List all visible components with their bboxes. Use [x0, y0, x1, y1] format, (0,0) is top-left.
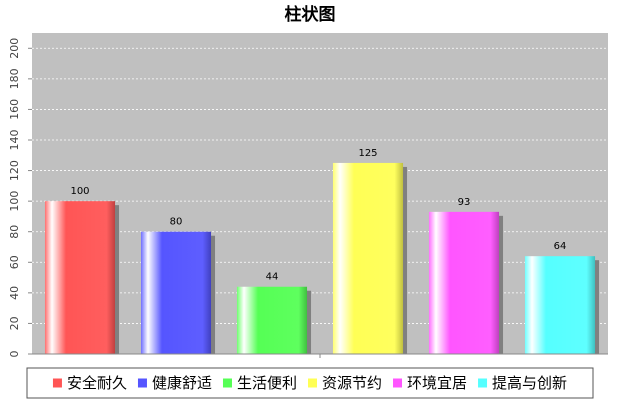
bar-5	[428, 211, 500, 354]
bars	[44, 162, 600, 354]
y-tick-label: 200	[8, 38, 21, 59]
legend-swatch	[222, 378, 232, 388]
legend-swatch	[308, 378, 317, 388]
legend-label: 环境宜居	[407, 374, 467, 392]
data-labels: 100 80 44 125 93 64	[70, 148, 566, 283]
bar-value-label: 125	[358, 148, 377, 159]
bar-value-label: 44	[266, 272, 279, 283]
y-tick-label: 0	[8, 351, 21, 358]
y-tick-label: 120	[8, 160, 21, 181]
bar-1	[44, 201, 116, 354]
plot-area	[32, 33, 608, 354]
legend-label: 提高与创新	[492, 374, 567, 392]
y-tick-label: 140	[8, 130, 21, 151]
y-tick-label: 60	[8, 255, 21, 269]
y-tick-label: 100	[8, 191, 21, 212]
legend-label: 资源节约	[322, 374, 382, 392]
legend-label: 生活便利	[237, 374, 297, 392]
y-tick-label: 20	[8, 316, 21, 330]
legend: 安全耐久 健康舒适 生活便利 资源节约 环境宜居 提高与创新	[26, 367, 594, 399]
legend-item: 安全耐久	[52, 374, 127, 392]
legend-item: 提高与创新	[478, 374, 567, 392]
y-tick-label: 180	[8, 68, 21, 89]
bar-value-label: 80	[170, 217, 183, 228]
legend-swatch	[478, 378, 488, 388]
legend-swatch	[137, 378, 147, 388]
legend-swatch	[52, 378, 62, 388]
bar-6	[524, 256, 596, 354]
bar-3	[236, 286, 308, 354]
legend-label: 安全耐久	[67, 374, 127, 392]
y-tick-label: 160	[8, 99, 21, 120]
bar-value-label: 100	[70, 186, 89, 197]
chart-title: 柱状图	[285, 4, 336, 25]
y-axis-ticks: 0 20 40 60 80 100 120 140 160 180 200	[8, 38, 32, 358]
legend-item: 环境宜居	[393, 374, 467, 392]
legend-item: 资源节约	[308, 374, 382, 392]
bar-value-label: 93	[458, 197, 471, 208]
legend-items: 安全耐久 健康舒适 生活便利 资源节约 环境宜居 提高与创新	[52, 374, 567, 392]
y-tick-label: 40	[8, 286, 21, 300]
legend-item: 健康舒适	[137, 374, 212, 392]
legend-item: 生活便利	[222, 374, 297, 392]
legend-swatch	[393, 378, 403, 388]
bar-value-label: 64	[554, 241, 567, 252]
bar-2	[140, 231, 212, 354]
legend-label: 健康舒适	[152, 374, 212, 392]
bar-4	[332, 162, 404, 354]
y-tick-label: 80	[8, 225, 21, 239]
gridlines	[32, 47, 608, 324]
